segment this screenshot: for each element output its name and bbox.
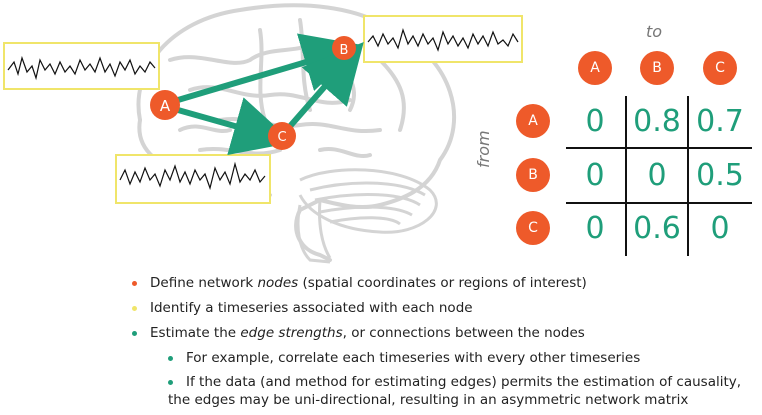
matrix-cell-a-c: 0.7 [696, 104, 744, 139]
bullet-identify-timeseries: Identify a timeseries associated with ea… [132, 299, 748, 317]
timeseries-trace-b [367, 28, 519, 52]
matrix-row-header-b: B [516, 158, 550, 192]
node-b-label: B [340, 43, 349, 58]
matrix-col-header-a: A [578, 51, 612, 85]
node-a: A [150, 90, 180, 120]
timeseries-trace-a [7, 55, 156, 81]
matrix-cell-c-c: 0 [710, 211, 730, 246]
matrix-row-header-c: C [516, 211, 550, 245]
bullet-dot-teal [168, 380, 173, 385]
cerebellum-illustration [298, 168, 438, 234]
node-c: C [268, 122, 296, 150]
matrix-col-header-c: C [703, 51, 737, 85]
bullet-define-nodes: Define network nodes (spatial coordinate… [132, 274, 748, 292]
matrix-cell-a-a: 0 [585, 104, 605, 139]
bullet-dot-orange [132, 281, 137, 286]
matrix-cell-c-b: 0.6 [633, 211, 681, 246]
matrix-to-label: to [646, 22, 663, 41]
bullet-dot-yellow [132, 306, 137, 311]
timeseries-trace-c [119, 161, 266, 191]
matrix-cell-c-a: 0 [585, 211, 605, 246]
bullet-dot-teal [132, 331, 137, 336]
bullet-estimate-edges: Estimate the edge strengths, or connecti… [132, 324, 748, 342]
brainstem-illustration [296, 199, 332, 264]
node-a-label: A [160, 97, 171, 115]
timeseries-box-b [363, 15, 523, 63]
matrix-cell-a-b: 0.8 [633, 104, 681, 139]
matrix-from-label: from [474, 130, 493, 168]
node-b: B [332, 36, 356, 60]
edge-c-to-b [282, 41, 364, 134]
bullet-causality: If the data (and method for estimating e… [168, 374, 742, 408]
matrix-cell-b-c: 0.5 [696, 158, 744, 193]
edge-a-to-c [177, 97, 294, 156]
node-c-label: C [277, 130, 286, 145]
matrix-cell-b-b: 0 [647, 158, 667, 193]
bullet-dot-teal [168, 356, 173, 361]
bullet-list: Define network nodes (spatial coordinate… [128, 274, 748, 415]
matrix-col-header-b: B [640, 51, 674, 85]
timeseries-box-a [3, 42, 160, 90]
matrix-grid [566, 96, 752, 256]
matrix-cell-b-a: 0 [585, 158, 605, 193]
bullet-correlate-example: For example, correlate each timeseries w… [168, 349, 748, 367]
matrix-row-header-a: A [516, 104, 550, 138]
